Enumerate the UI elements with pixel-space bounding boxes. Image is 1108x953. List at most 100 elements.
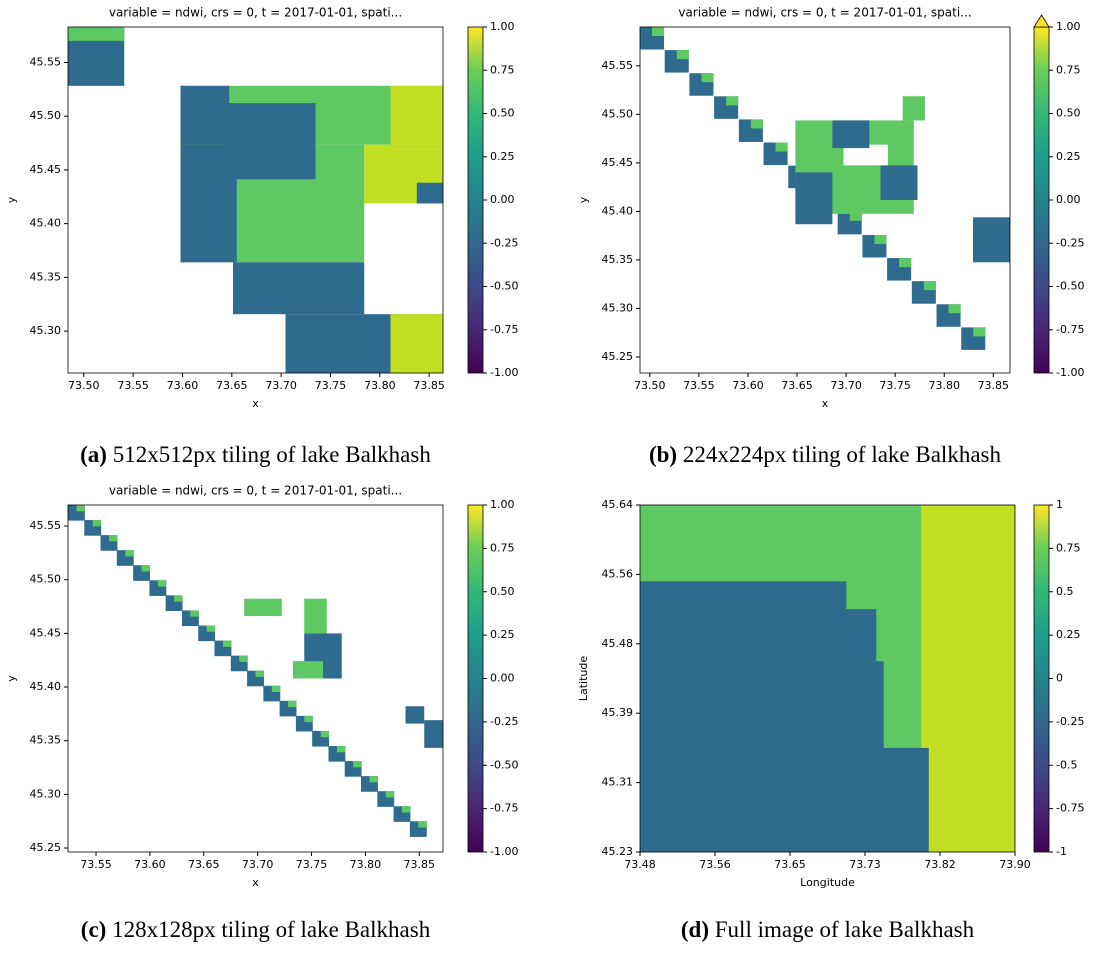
x-tick-label: 73.60 [134,858,166,871]
x-axis-label: x [822,397,829,410]
colorbar: -1.00-0.75-0.50-0.250.000.250.500.751.00 [468,20,518,379]
raster-tile [244,599,282,616]
y-tick-label: 45.40 [30,680,62,693]
raster-tile [417,183,443,204]
x-tick-label: 73.65 [774,858,806,871]
colorbar-ramp [468,27,483,373]
raster-tile [726,96,738,105]
caption: (a) 512x512px tiling of lake Balkhash [80,442,431,467]
caption-text: 224x224px tiling of lake Balkhash [683,442,1002,467]
colorbar-tick-label: -1 [1056,845,1067,858]
raster-tile [76,505,84,511]
x-tick-label: 73.80 [350,858,382,871]
raster-tile [903,96,925,120]
x-tick-label: 73.85 [413,379,445,392]
y-tick-label: 45.35 [30,734,62,747]
raster-tile [109,535,117,541]
x-tick-label: 73.70 [242,858,274,871]
panel-title: variable = ndwi, crs = 0, t = 2017-01-01… [678,6,971,20]
colorbar-tick-label: -0.75 [1056,802,1084,815]
raster [68,505,443,837]
y-tick-label: 45.39 [602,706,634,719]
raster-tile [701,73,713,82]
raster-tile [391,86,444,145]
colorbar-tick-label: 0.00 [1056,193,1081,206]
colorbar-tick-label: 0.75 [490,541,515,554]
x-axis-label: x [252,876,259,889]
y-tick-label: 45.40 [30,217,62,230]
y-axis-label: y [577,196,590,203]
raster-tile [125,550,133,556]
colorbar-tick-label: -1.00 [490,366,518,379]
colorbar-ramp [1034,505,1049,852]
colorbar-tick-label: -0.50 [1056,280,1084,293]
panel: variable = ndwi, crs = 0, t = 2017-01-01… [577,6,1084,468]
y-tick-label: 45.45 [30,626,62,639]
colorbar-tick-label: 1.00 [1056,20,1081,33]
x-tick-label: 73.65 [216,379,248,392]
colorbar: -1.00-0.75-0.50-0.250.000.250.500.751.00 [468,498,518,858]
y-tick-label: 45.48 [602,637,634,650]
caption-label: (b) [649,442,677,467]
colorbar-tick-label: 1.00 [490,498,515,511]
figure: variable = ndwi, crs = 0, t = 2017-01-01… [0,0,1108,953]
y-tick-label: 45.45 [30,163,62,176]
raster-tile [424,720,443,748]
x-tick-label: 73.85 [404,858,436,871]
colorbar-tick-label: 0 [1056,672,1063,685]
colorbar-tick-label: -1.00 [1056,366,1084,379]
y-tick-label: 45.30 [30,787,62,800]
raster-tile [677,50,689,59]
raster-tile [158,580,166,586]
x-tick-label: 73.55 [117,379,149,392]
x-tick-label: 73.80 [928,379,960,392]
panel: variable = ndwi, crs = 0, t = 2017-01-01… [5,484,518,943]
colorbar-tick-label: -0.75 [490,323,518,336]
colorbar-tick-label: 0.25 [490,150,515,163]
colorbar-tick-label: -1.00 [490,845,518,858]
x-tick-label: 73.65 [188,858,220,871]
panel-title: variable = ndwi, crs = 0, t = 2017-01-01… [109,6,402,20]
raster-tile [337,746,345,752]
colorbar-tick-label: 0.25 [1056,628,1081,641]
colorbar-tick-label: -0.25 [490,715,518,728]
colorbar-tick-label: 1 [1056,498,1063,511]
y-tick-label: 45.56 [602,567,634,580]
y-axis-label: y [5,196,18,203]
x-tick-label: 73.70 [830,379,862,392]
colorbar-ramp [468,505,483,852]
colorbar-tick-label: -0.25 [490,236,518,249]
y-tick-label: 45.55 [30,55,62,68]
raster-tile [223,641,231,647]
colorbar-tick-label: 0.25 [490,628,515,641]
panel: variable = ndwi, crs = 0, t = 2017-01-01… [5,6,518,468]
raster-tile [239,656,247,662]
colorbar-tick-label: -0.50 [490,758,518,771]
colorbar-tick-label: 0.75 [1056,541,1081,554]
x-tick-label: 73.75 [315,379,347,392]
colorbar-tick-label: -0.75 [1056,323,1084,336]
y-tick-label: 45.25 [602,350,634,363]
y-tick-label: 45.50 [602,107,634,120]
x-tick-label: 73.80 [364,379,396,392]
caption-label: (c) [81,917,107,942]
raster-tile [174,595,182,601]
raster-tile [288,701,296,707]
colorbar-tick-label: 0.5 [1056,585,1074,598]
caption-label: (d) [681,917,709,942]
raster-tile [386,791,394,797]
y-axis-label: Latitude [577,656,590,702]
x-tick-label: 73.82 [924,858,956,871]
raster-tile [181,86,230,145]
raster-tile [293,661,323,678]
colorbar-tick-label: 0.00 [490,193,515,206]
x-tick-label: 73.65 [781,379,813,392]
colorbar-tick-label: 0.50 [490,585,515,598]
raster-tile [272,686,280,692]
raster-tile [353,761,361,767]
raster-tile [68,27,124,41]
raster-tile [924,281,936,290]
raster-tile [873,748,929,852]
caption-text: 512x512px tiling of lake Balkhash [113,442,432,467]
raster-tile [207,626,215,632]
